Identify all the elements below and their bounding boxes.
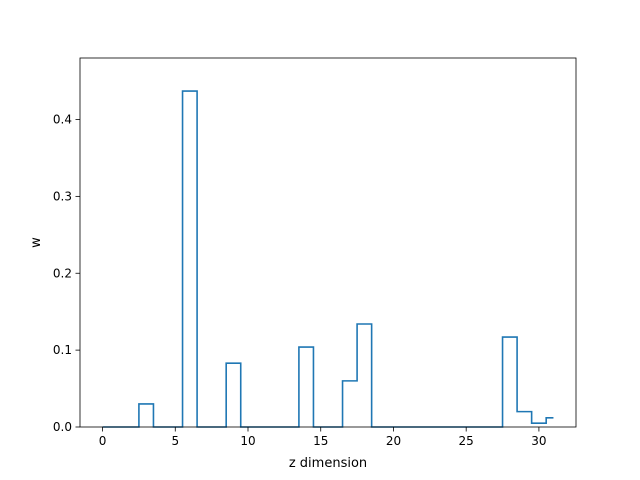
axes-frame [79, 57, 577, 428]
x-tick-label: 30 [531, 434, 546, 448]
x-axis-label: z dimension [289, 456, 367, 471]
y-tick-label: 0.0 [53, 420, 72, 434]
x-tick-label: 0 [99, 434, 107, 448]
x-tick-label: 20 [386, 434, 401, 448]
x-tick-label: 5 [171, 434, 179, 448]
x-axis-ticks: 0 5 10 15 20 25 30 [99, 427, 547, 448]
x-tick-label: 10 [240, 434, 255, 448]
y-axis-ticks: 0.0 0.1 0.2 0.3 0.4 [53, 113, 80, 434]
y-tick-label: 0.3 [53, 189, 72, 203]
y-tick-label: 0.1 [53, 343, 72, 357]
y-tick-label: 0.4 [53, 113, 72, 127]
x-tick-label: 25 [459, 434, 474, 448]
y-axis-label: w [29, 237, 44, 248]
x-tick-label: 15 [313, 434, 328, 448]
y-tick-label: 0.2 [53, 266, 72, 280]
